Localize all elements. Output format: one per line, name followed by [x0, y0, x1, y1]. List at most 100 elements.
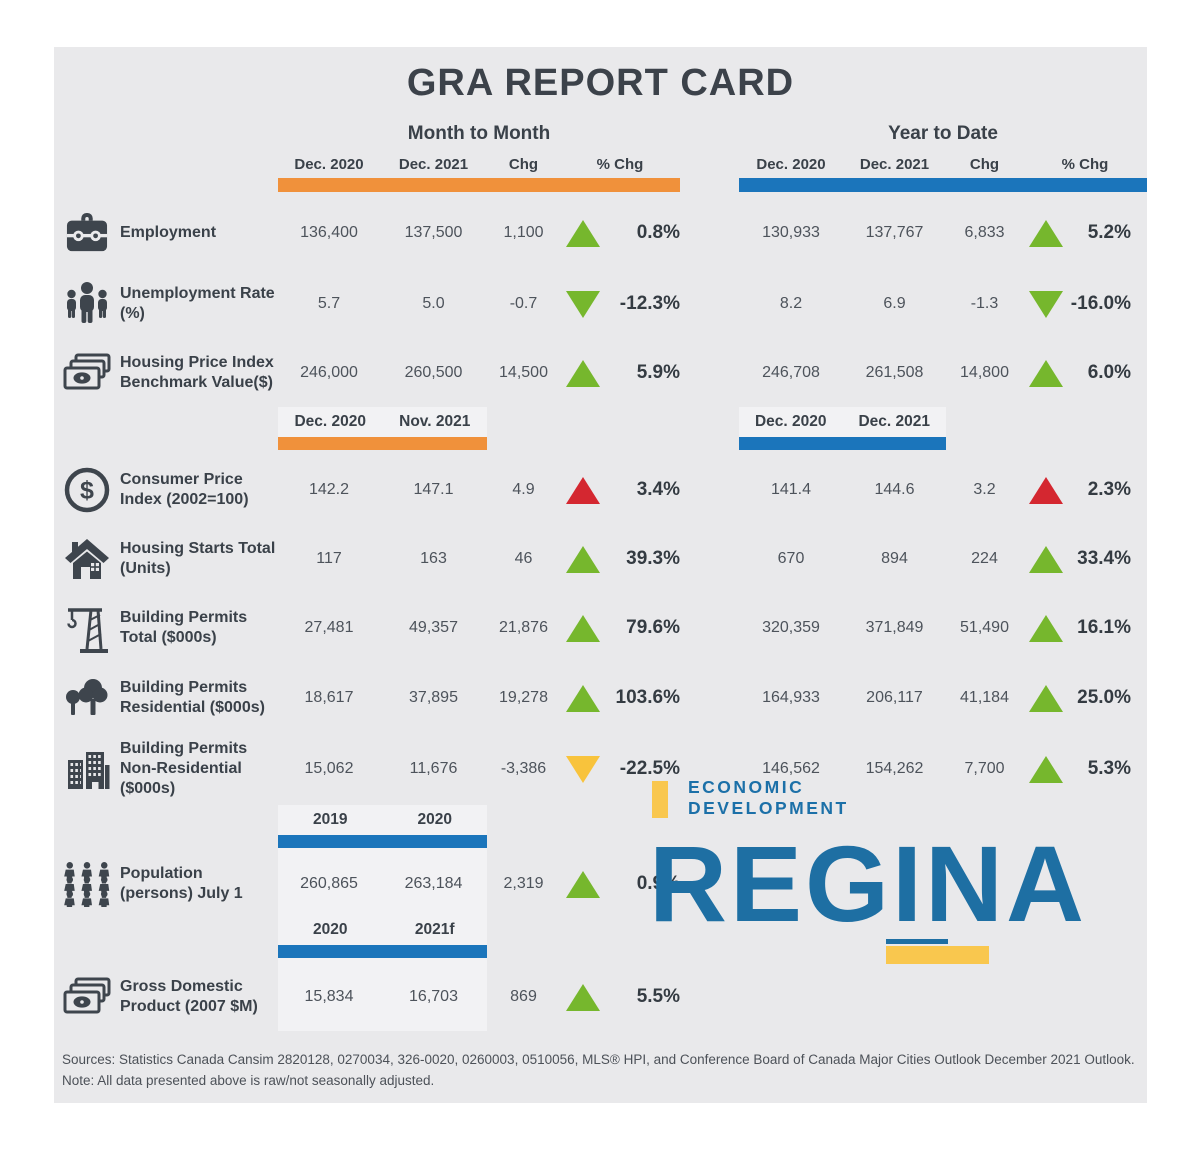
- section-header-month-to-month: Month to Month: [407, 123, 551, 144]
- trend-triangle-icon: [566, 684, 600, 712]
- ytd-pct-cell: 16.1%: [1023, 593, 1147, 663]
- pct-cell: 5.5%: [560, 963, 680, 1031]
- buildings-icon: [54, 733, 120, 805]
- trend-triangle-icon: [566, 219, 600, 247]
- trend-triangle-icon: [1029, 755, 1063, 783]
- month-chg-value: 4.9: [512, 481, 535, 498]
- subheader-label: 2019: [313, 811, 348, 828]
- subheader-label: 2021f: [414, 921, 455, 938]
- month-prev-value: 142.2: [308, 481, 350, 498]
- month-curr-value: 37,895: [409, 689, 458, 706]
- month-chg-value: 21,876: [499, 619, 548, 636]
- month-prev-value: 15,062: [304, 760, 354, 777]
- row-label: Housing Price Index Benchmark Value($): [120, 354, 274, 391]
- ytd-chg-value: 3.2: [973, 481, 996, 498]
- column-header: % Chg: [1061, 156, 1109, 173]
- month-chg-value: 1,100: [503, 224, 544, 241]
- month-curr-value: 49,357: [409, 619, 458, 636]
- month-chg-value: 14,500: [499, 364, 548, 381]
- ytd-pct-cell: -16.0%: [1023, 269, 1147, 339]
- month-curr-value: 163: [420, 550, 447, 567]
- trend-triangle-icon: [566, 290, 600, 318]
- subheader-label: Dec. 2021: [858, 413, 931, 430]
- month-curr-value: 147.1: [413, 481, 454, 498]
- month-curr-value: 5.0: [422, 295, 445, 312]
- ytd-curr-value: 371,849: [865, 619, 924, 636]
- mid-ytd-bar: [739, 437, 946, 450]
- row-label: Employment: [120, 224, 217, 241]
- month-pct-cell: 39.3%: [560, 525, 680, 593]
- ytd-curr-value: 206,117: [866, 689, 923, 706]
- logo-tagline: ECONOMIC DEVELOPMENT: [688, 777, 849, 818]
- curr-value: 16,703: [409, 988, 458, 1005]
- row-label: Building Permits Total ($000s): [120, 609, 248, 646]
- mid-subheader-month: Dec. 2020 Nov. 2021: [278, 407, 487, 437]
- month-prev-value: 246,000: [300, 364, 358, 381]
- trend-triangle-icon: [566, 983, 600, 1011]
- trend-triangle-icon: [1029, 545, 1063, 573]
- column-header: % Chg: [596, 156, 644, 173]
- ytd-prev-value: 246,708: [762, 364, 820, 381]
- ytd-prev-value: 164,933: [762, 689, 820, 706]
- trend-triangle-icon: [1029, 359, 1063, 387]
- ytd-curr-value: 144.6: [874, 481, 915, 498]
- logo-yellow-bar: [886, 946, 989, 964]
- row-label: Unemployment Rate (%): [120, 285, 275, 322]
- month-chg-value: 46: [514, 550, 533, 567]
- row-label: Building Permits Non-Residential ($000s): [120, 740, 248, 797]
- curr-value: 263,184: [404, 875, 463, 892]
- month-pct-cell: -22.5%: [560, 733, 680, 805]
- ytd-curr-value: 6.9: [883, 295, 906, 312]
- month-prev-value: 18,617: [304, 689, 354, 706]
- trend-triangle-icon: [1029, 684, 1063, 712]
- trend-triangle-icon: [566, 359, 600, 387]
- column-header: Dec. 2021: [398, 156, 469, 173]
- month-curr-value: 260,500: [404, 364, 463, 381]
- ytd-section-bar: [739, 178, 1147, 192]
- month-prev-value: 5.7: [317, 295, 341, 312]
- sources-note: Sources: Statistics Canada Cansim 282012…: [62, 1052, 1135, 1088]
- column-header: Chg: [508, 156, 539, 173]
- page-title: GRA REPORT CARD: [406, 62, 795, 104]
- logo-yellow-tick: [652, 781, 668, 818]
- briefcase-icon: [54, 197, 120, 269]
- ytd-pct-cell: 5.2%: [1023, 197, 1147, 269]
- month-prev-value: 117: [316, 550, 342, 567]
- ytd-chg-value: 224: [971, 550, 998, 567]
- ytd-chg-value: -1.3: [970, 295, 999, 312]
- logo-wordmark: REGINA: [649, 823, 1088, 944]
- ytd-pct-cell: 25.0%: [1023, 663, 1147, 733]
- row-label: Population (persons) July 1: [120, 865, 243, 902]
- ytd-pct-cell: 5.3%: [1023, 733, 1147, 805]
- trees-icon: [54, 663, 120, 733]
- ytd-pct-cell: 33.4%: [1023, 525, 1147, 593]
- banknotes-icon: [54, 339, 120, 407]
- prev-value: 260,865: [300, 875, 358, 892]
- month-pct-cell: 3.4%: [560, 455, 680, 525]
- ytd-chg-value: 14,800: [960, 364, 1009, 381]
- month-prev-value: 27,481: [304, 619, 354, 636]
- ytd-chg-value: 51,490: [960, 619, 1009, 636]
- unemployment-people-icon: [54, 269, 120, 339]
- report-card: GRA REPORT CARD Month to Month Year to D…: [54, 47, 1147, 1103]
- population-grid-icon: [54, 853, 120, 915]
- population-bar: [278, 835, 487, 848]
- trend-triangle-icon: [566, 614, 600, 642]
- ytd-chg-value: 6,833: [964, 224, 1005, 241]
- ytd-prev-value: 141.4: [770, 481, 812, 498]
- dollar-coin-icon: $: [54, 455, 120, 525]
- ytd-pct-cell: 6.0%: [1023, 339, 1147, 407]
- gdp-bar: [278, 945, 487, 958]
- month-section-bar: [278, 178, 680, 192]
- month-curr-value: 11,676: [409, 760, 458, 777]
- column-header: Dec. 2020: [294, 156, 364, 173]
- month-pct-cell: -12.3%: [560, 269, 680, 339]
- population-subheader: 2019 2020: [278, 805, 487, 835]
- house-icon: [54, 525, 120, 593]
- crane-icon: [54, 593, 120, 663]
- prev-value: 15,834: [304, 988, 354, 1005]
- pct-cell: 0.9%: [560, 853, 680, 915]
- row-label: Building Permits Residential ($000s): [120, 679, 265, 716]
- month-pct-cell: 103.6%: [560, 663, 680, 733]
